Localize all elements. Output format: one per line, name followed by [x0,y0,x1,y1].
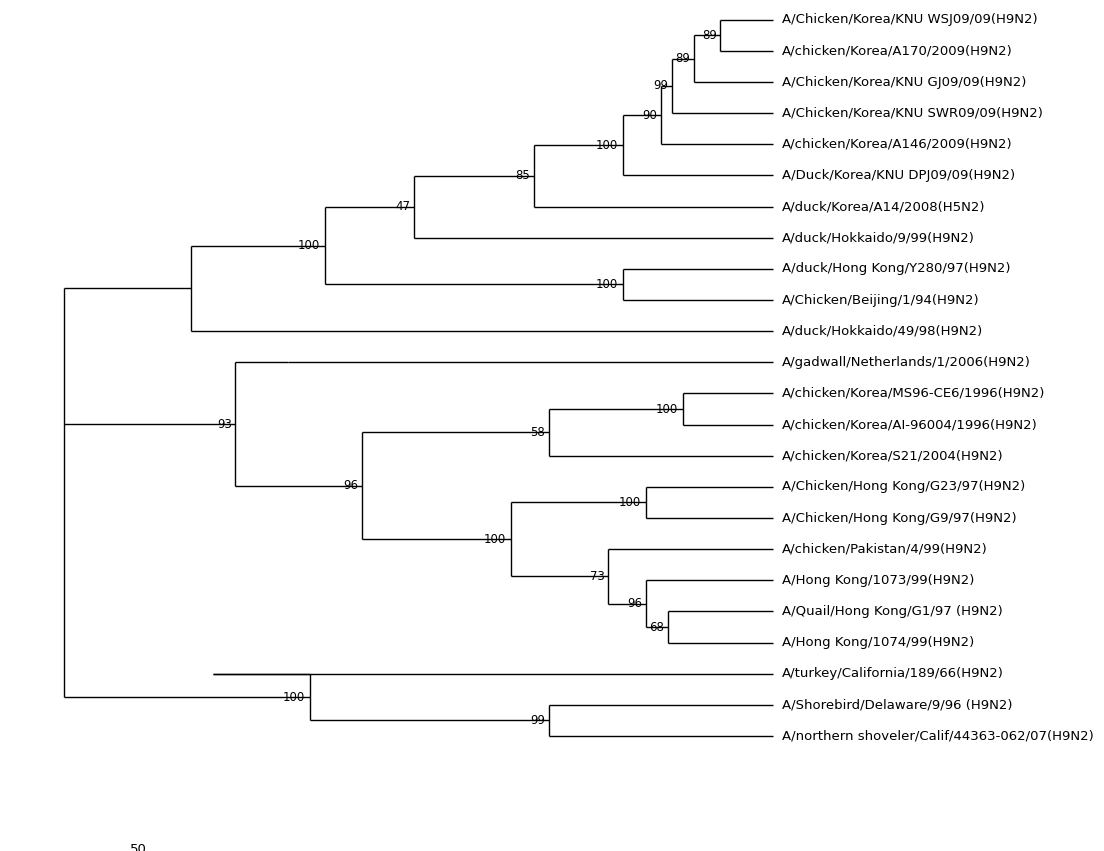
Text: A/Chicken/Hong Kong/G23/97(H9N2): A/Chicken/Hong Kong/G23/97(H9N2) [782,480,1025,494]
Text: 100: 100 [596,139,618,151]
Text: 50: 50 [130,843,147,851]
Text: 99: 99 [530,714,545,727]
Text: A/Chicken/Beijing/1/94(H9N2): A/Chicken/Beijing/1/94(H9N2) [782,294,979,306]
Text: 73: 73 [590,570,605,583]
Text: A/Chicken/Hong Kong/G9/97(H9N2): A/Chicken/Hong Kong/G9/97(H9N2) [782,511,1016,524]
Text: A/chicken/Korea/AI-96004/1996(H9N2): A/chicken/Korea/AI-96004/1996(H9N2) [782,418,1038,431]
Text: A/turkey/California/189/66(H9N2): A/turkey/California/189/66(H9N2) [782,667,1004,680]
Text: A/northern shoveler/Calif/44363-062/07(H9N2): A/northern shoveler/Calif/44363-062/07(H… [782,729,1093,743]
Text: A/Quail/Hong Kong/G1/97 (H9N2): A/Quail/Hong Kong/G1/97 (H9N2) [782,605,1002,618]
Text: A/chicken/Korea/A146/2009(H9N2): A/chicken/Korea/A146/2009(H9N2) [782,138,1012,151]
Text: 58: 58 [530,426,545,439]
Text: A/Chicken/Korea/KNU SWR09/09(H9N2): A/Chicken/Korea/KNU SWR09/09(H9N2) [782,106,1042,120]
Text: 93: 93 [216,418,232,431]
Text: 89: 89 [676,52,690,66]
Text: 47: 47 [395,200,411,214]
Text: 100: 100 [297,239,320,252]
Text: A/duck/Hokkaido/9/99(H9N2): A/duck/Hokkaido/9/99(H9N2) [782,231,975,244]
Text: 100: 100 [656,403,678,415]
Text: A/chicken/Korea/MS96-CE6/1996(H9N2): A/chicken/Korea/MS96-CE6/1996(H9N2) [782,387,1044,400]
Text: 85: 85 [516,169,530,182]
Text: A/Chicken/Korea/KNU WSJ09/09(H9N2): A/Chicken/Korea/KNU WSJ09/09(H9N2) [782,14,1037,26]
Text: 100: 100 [484,533,507,546]
Text: A/chicken/Korea/A170/2009(H9N2): A/chicken/Korea/A170/2009(H9N2) [782,44,1012,57]
Text: A/Hong Kong/1073/99(H9N2): A/Hong Kong/1073/99(H9N2) [782,574,974,587]
Text: A/duck/Hokkaido/49/98(H9N2): A/duck/Hokkaido/49/98(H9N2) [782,325,983,338]
Text: A/gadwall/Netherlands/1/2006(H9N2): A/gadwall/Netherlands/1/2006(H9N2) [782,356,1030,368]
Text: 90: 90 [643,109,657,122]
Text: 96: 96 [627,597,643,610]
Text: A/Chicken/Korea/KNU GJ09/09(H9N2): A/Chicken/Korea/KNU GJ09/09(H9N2) [782,76,1026,89]
Text: 100: 100 [618,496,640,509]
Text: 99: 99 [654,79,668,93]
Text: 100: 100 [596,278,618,291]
Text: A/chicken/Korea/S21/2004(H9N2): A/chicken/Korea/S21/2004(H9N2) [782,449,1004,462]
Text: 100: 100 [283,690,305,704]
Text: A/Hong Kong/1074/99(H9N2): A/Hong Kong/1074/99(H9N2) [782,636,974,649]
Text: 89: 89 [702,29,716,42]
Text: A/duck/Korea/A14/2008(H5N2): A/duck/Korea/A14/2008(H5N2) [782,200,985,213]
Text: A/Duck/Korea/KNU DPJ09/09(H9N2): A/Duck/Korea/KNU DPJ09/09(H9N2) [782,169,1015,182]
Text: A/Shorebird/Delaware/9/96 (H9N2): A/Shorebird/Delaware/9/96 (H9N2) [782,699,1012,711]
Text: 68: 68 [649,620,665,633]
Text: A/chicken/Pakistan/4/99(H9N2): A/chicken/Pakistan/4/99(H9N2) [782,543,987,556]
Text: A/duck/Hong Kong/Y280/97(H9N2): A/duck/Hong Kong/Y280/97(H9N2) [782,262,1010,276]
Text: 96: 96 [343,479,359,493]
